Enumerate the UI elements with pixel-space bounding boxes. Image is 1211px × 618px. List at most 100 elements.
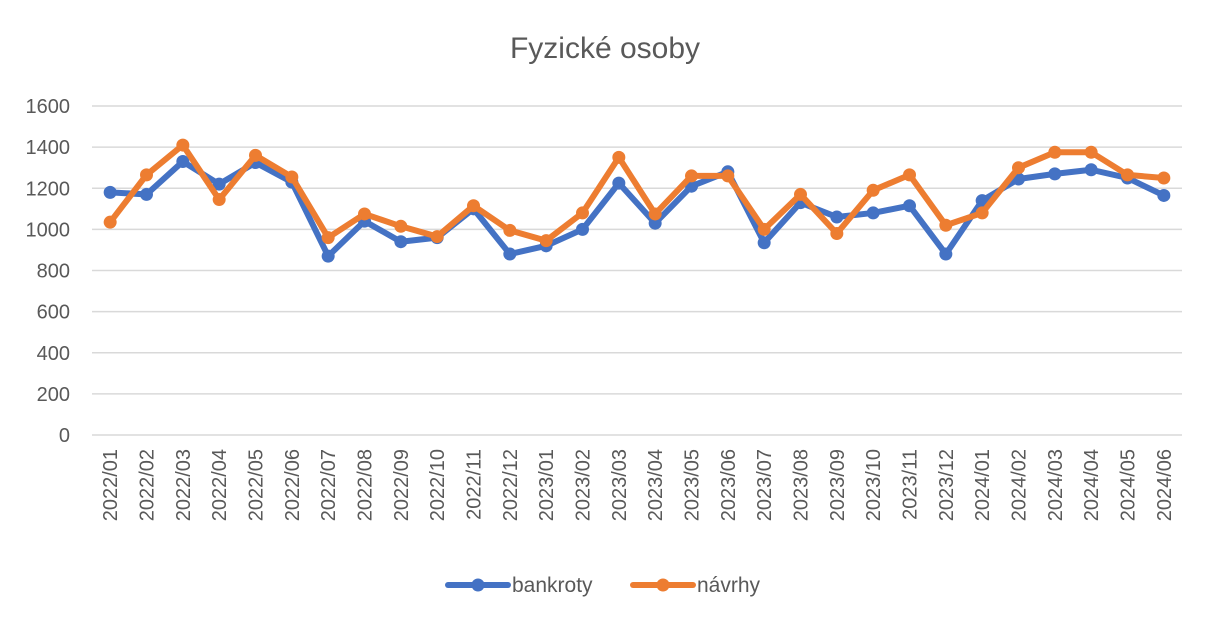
x-tick-label: 2022/04 (209, 449, 231, 521)
y-tick-label: 0 (59, 425, 70, 447)
x-axis-ticks: 2022/01 2022/02 2022/03 2022/04 2022/05 2022/… (100, 449, 1176, 521)
data-point (176, 155, 190, 169)
data-point (140, 187, 153, 201)
data-point (1121, 168, 1134, 182)
chart-title: Fyzické osoby (510, 32, 700, 65)
data-point (612, 150, 626, 164)
x-tick-label: 2022/05 (246, 449, 268, 521)
data-point (1157, 188, 1171, 202)
x-tick-label: 2023/07 (754, 449, 776, 521)
data-point (830, 210, 844, 224)
x-tick-label: 2022/01 (100, 449, 122, 521)
data-point (285, 170, 299, 184)
data-point (430, 230, 444, 244)
data-point (358, 207, 371, 221)
data-point (212, 193, 226, 207)
x-tick-label: 2024/03 (1045, 449, 1067, 521)
x-tick-label: 2022/06 (282, 449, 304, 521)
data-point (503, 223, 517, 237)
data-point (866, 206, 880, 220)
data-point (576, 222, 589, 236)
data-point (648, 216, 662, 230)
data-point (1084, 163, 1098, 177)
legend-marker (471, 578, 485, 592)
legend-marker (656, 578, 670, 592)
legend-label: návrhy (697, 574, 761, 597)
series-line (107, 158, 1167, 260)
x-tick-label: 2023/04 (645, 449, 667, 521)
data-point (103, 185, 117, 199)
x-tick-label: 2024/01 (972, 449, 994, 521)
data-point (830, 226, 844, 240)
y-tick-label: 1000 (26, 219, 71, 241)
x-tick-label: 2023/09 (827, 449, 849, 521)
data-point (394, 219, 408, 233)
data-point (103, 215, 117, 229)
x-tick-label: 2023/01 (536, 449, 558, 521)
x-tick-label: 2023/08 (791, 449, 813, 521)
data-point (576, 206, 589, 220)
data-point (757, 236, 771, 250)
y-axis-ticks: 0 200 400 600 800 1000 1200 1400 1600 (26, 96, 71, 447)
data-point (685, 169, 698, 183)
data-point (212, 177, 226, 191)
data-point (939, 218, 953, 232)
data-point (648, 207, 662, 221)
x-tick-label: 2022/07 (318, 449, 340, 521)
gridlines (92, 105, 1182, 436)
data-point (1048, 145, 1062, 159)
x-tick-label: 2022/08 (355, 449, 377, 521)
data-point (721, 169, 735, 183)
data-point (975, 194, 989, 208)
series-line (107, 142, 1167, 244)
x-tick-label: 2022/09 (391, 449, 413, 521)
x-tick-label: 2023/12 (936, 449, 958, 521)
data-point (866, 183, 880, 197)
legend-item: bankroty (445, 574, 593, 597)
data-point (539, 234, 553, 248)
x-tick-label: 2022/11 (464, 449, 486, 520)
x-tick-label: 2023/06 (718, 449, 740, 521)
x-tick-label: 2024/06 (1154, 449, 1176, 521)
data-point (1012, 161, 1025, 175)
data-point (249, 148, 262, 162)
data-point (503, 247, 517, 261)
data-point (794, 187, 807, 201)
data-point (975, 206, 989, 220)
data-point (467, 199, 480, 213)
y-tick-label: 1200 (26, 178, 71, 200)
data-point (1084, 145, 1098, 159)
x-tick-label: 2022/12 (500, 449, 522, 521)
x-tick-label: 2022/02 (137, 449, 159, 521)
data-point (140, 168, 153, 182)
x-tick-label: 2022/03 (173, 449, 195, 521)
legend-item: návrhy (630, 574, 761, 597)
x-tick-label: 2023/03 (609, 449, 631, 521)
x-tick-label: 2023/05 (682, 449, 704, 521)
y-tick-label: 200 (37, 384, 70, 406)
x-tick-label: 2024/02 (1009, 449, 1031, 521)
x-tick-label: 2024/04 (1081, 449, 1103, 521)
series-1 (103, 138, 1171, 248)
data-point (612, 176, 626, 190)
y-tick-label: 1400 (26, 137, 71, 159)
data-point (757, 222, 771, 236)
data-point (903, 199, 916, 213)
data-point (321, 231, 335, 245)
series-0 (103, 155, 1171, 263)
data-point (1157, 171, 1171, 185)
data-point (939, 247, 953, 261)
x-tick-label: 2022/10 (427, 449, 449, 521)
x-tick-label: 2023/10 (863, 449, 885, 521)
data-point (903, 168, 916, 182)
y-tick-label: 600 (37, 302, 70, 324)
x-tick-label: 2024/05 (1118, 449, 1140, 521)
legend: bankroty návrhy (445, 574, 761, 597)
x-tick-label: 2023/11 (900, 449, 922, 520)
legend-label: bankroty (512, 574, 593, 597)
data-point (1048, 167, 1062, 181)
y-tick-label: 400 (37, 343, 70, 365)
data-point (176, 138, 190, 152)
x-tick-label: 2023/02 (573, 449, 595, 521)
